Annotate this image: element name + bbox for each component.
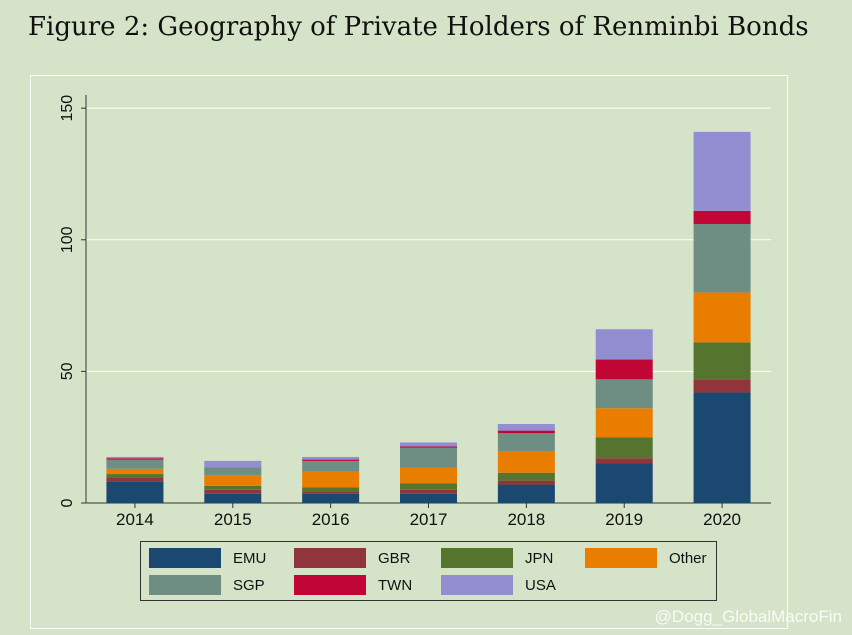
x-tick-label: 2019 — [605, 510, 643, 529]
bar-segment-twn-2016 — [302, 459, 360, 461]
bar-segment-sgp-2020 — [693, 223, 751, 293]
y-tick-label: 50 — [59, 362, 76, 380]
bar-segment-jpn-2018 — [497, 472, 555, 481]
bar-segment-usa-2019 — [595, 329, 653, 360]
bar-segment-sgp-2015 — [204, 467, 262, 476]
x-tick-label: 2017 — [410, 510, 448, 529]
legend-swatch — [294, 575, 366, 595]
bar-segment-gbr-2017 — [400, 489, 457, 494]
bar-segment-gbr-2016 — [302, 491, 360, 494]
bar-segment-emu-2014 — [106, 481, 164, 503]
bar-segment-usa-2020 — [693, 131, 751, 211]
legend-swatch — [294, 548, 366, 568]
legend-swatch — [441, 575, 513, 595]
bar-segment-jpn-2019 — [595, 437, 653, 459]
bar-segment-emu-2018 — [497, 484, 555, 503]
bar-segment-sgp-2017 — [400, 447, 457, 468]
bar-segment-usa-2015 — [204, 460, 262, 468]
bar-segment-twn-2019 — [595, 359, 653, 380]
bar-segment-gbr-2015 — [204, 489, 262, 494]
legend-swatch — [441, 548, 513, 568]
legend-label: SGP — [233, 577, 265, 594]
bar-segment-usa-2014 — [106, 456, 164, 459]
legend-label: TWN — [378, 577, 413, 594]
legend-label: JPN — [525, 550, 554, 567]
bar-segment-jpn-2015 — [204, 485, 262, 490]
bar-segment-sgp-2018 — [497, 433, 555, 452]
stacked-bar-chart: 0 50 100 150 2014 2015 2016 2017 2018 2019 2020 — [59, 95, 771, 529]
chart-legend: EMU GBR JPN Other SGP TWN USA — [140, 541, 717, 601]
bar-segment-twn-2020 — [693, 210, 751, 224]
legend-label: Other — [669, 550, 707, 567]
bar-segment-emu-2020 — [693, 392, 751, 503]
bar-segment-emu-2017 — [400, 493, 457, 503]
bar-segment-twn-2014 — [106, 458, 164, 460]
bar-segment-jpn-2017 — [400, 483, 457, 490]
bar-segment-gbr-2020 — [693, 379, 751, 393]
legend-swatch — [585, 548, 657, 568]
bar-segment-other-2018 — [497, 451, 555, 473]
bar-segment-twn-2018 — [497, 430, 555, 434]
bar-segment-other-2017 — [400, 467, 457, 484]
bar-segment-emu-2015 — [204, 493, 262, 503]
watermark: @Dogg_GlobalMacroFin — [654, 607, 842, 626]
figure-title: Figure 2: Geography of Private Holders o… — [28, 12, 809, 42]
legend-label: GBR — [378, 550, 411, 567]
bar-segment-other-2016 — [302, 471, 360, 488]
bar-segment-jpn-2016 — [302, 487, 360, 492]
legend-label: EMU — [233, 550, 267, 567]
x-tick-label: 2015 — [214, 510, 252, 529]
x-tick-label: 2016 — [312, 510, 350, 529]
y-tick-label: 100 — [59, 226, 76, 253]
x-tick-label: 2018 — [507, 510, 545, 529]
bar-segment-twn-2017 — [400, 446, 457, 448]
bar-segment-gbr-2018 — [497, 480, 555, 485]
legend-swatch — [149, 548, 221, 568]
bar-segment-sgp-2016 — [302, 460, 360, 472]
bar-segment-emu-2019 — [595, 463, 653, 503]
x-tick-label: 2020 — [703, 510, 741, 529]
bar-segment-other-2019 — [595, 408, 653, 438]
legend-swatch — [149, 575, 221, 595]
bar-segment-sgp-2014 — [106, 459, 164, 469]
bar-segment-other-2015 — [204, 475, 262, 486]
y-tick-label: 0 — [59, 498, 76, 507]
bar-segment-sgp-2019 — [595, 379, 653, 409]
bar-segment-gbr-2019 — [595, 458, 653, 464]
bar-segment-usa-2017 — [400, 442, 457, 447]
chart-frame: 0 50 100 150 2014 2015 2016 2017 2018 2019 2020 — [30, 75, 788, 629]
bar-segment-emu-2016 — [302, 493, 360, 503]
bar-segment-usa-2018 — [497, 424, 555, 431]
bar-segment-jpn-2014 — [106, 474, 164, 478]
legend-label: USA — [525, 577, 556, 594]
y-tick-label: 150 — [59, 95, 76, 122]
bar-segment-usa-2016 — [302, 456, 360, 460]
bar-segment-other-2014 — [106, 468, 164, 475]
bar-segment-other-2020 — [693, 292, 751, 343]
bar-segment-jpn-2020 — [693, 342, 751, 380]
x-tick-label: 2014 — [116, 510, 154, 529]
bar-segment-gbr-2014 — [106, 477, 164, 482]
